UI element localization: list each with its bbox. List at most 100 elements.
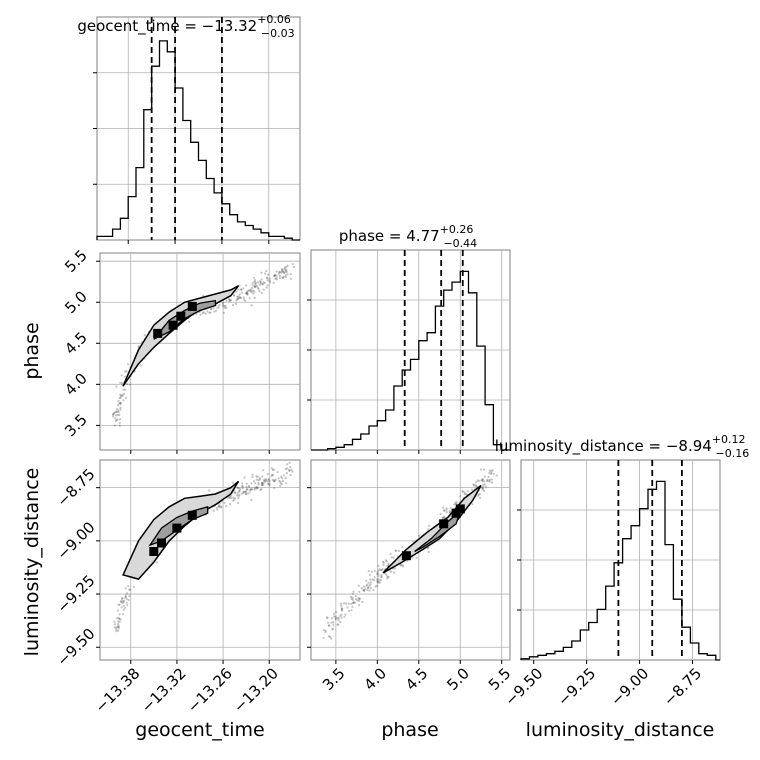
sample-point bbox=[376, 580, 379, 583]
sample-point bbox=[128, 383, 132, 386]
sample-point bbox=[291, 263, 294, 266]
sample-point bbox=[363, 589, 366, 593]
sample-point bbox=[270, 467, 273, 470]
sample-point bbox=[250, 498, 253, 502]
sample-point bbox=[322, 636, 325, 639]
sample-point bbox=[445, 508, 448, 511]
grid bbox=[521, 460, 720, 660]
sample-point bbox=[358, 597, 361, 600]
grid bbox=[96, 253, 300, 454]
sample-point bbox=[482, 468, 485, 471]
sample-point bbox=[354, 598, 357, 601]
sample-point bbox=[281, 268, 284, 272]
x-tick-label: 4.5 bbox=[402, 664, 432, 694]
sample-point bbox=[137, 345, 140, 348]
sample-point bbox=[124, 396, 127, 400]
sample-point bbox=[331, 627, 334, 630]
sample-point bbox=[470, 488, 474, 491]
sample-point bbox=[477, 493, 480, 496]
sample-point bbox=[268, 480, 271, 483]
sample-point bbox=[212, 509, 215, 512]
sample-point bbox=[215, 506, 219, 509]
sample-point bbox=[230, 497, 233, 500]
sample-point bbox=[352, 601, 355, 605]
sample-point bbox=[352, 601, 355, 604]
sample-point bbox=[375, 572, 379, 575]
sample-point bbox=[492, 472, 495, 475]
sample-point bbox=[126, 604, 129, 607]
sample-point bbox=[490, 471, 493, 474]
sample-point bbox=[251, 286, 254, 289]
sample-point bbox=[268, 483, 271, 486]
sample-point bbox=[281, 270, 284, 273]
sample-point bbox=[459, 495, 462, 498]
sample-point bbox=[384, 559, 388, 562]
sample-point bbox=[237, 495, 240, 498]
sample-point bbox=[376, 584, 379, 588]
sample-point bbox=[266, 279, 269, 282]
sample-point bbox=[441, 516, 444, 519]
sample-point bbox=[272, 468, 275, 471]
sample-point bbox=[246, 488, 249, 491]
sample-point bbox=[337, 623, 340, 626]
sample-point bbox=[478, 479, 481, 482]
sample-point bbox=[123, 370, 127, 373]
sample-point bbox=[328, 624, 331, 627]
sample-point bbox=[278, 479, 281, 483]
sample-point bbox=[356, 599, 359, 602]
sample-point bbox=[373, 576, 376, 579]
panel-luminosity_distance-hist: −9.50 −9.25 −9.00 −8.75 bbox=[501, 459, 721, 710]
sample-point bbox=[221, 304, 224, 307]
sample-point bbox=[271, 468, 274, 471]
sample-point bbox=[204, 312, 207, 315]
sample-point bbox=[280, 271, 283, 274]
sample-point bbox=[118, 402, 121, 405]
sample-point bbox=[246, 292, 249, 296]
sample-point bbox=[228, 496, 231, 499]
sample-point bbox=[256, 281, 259, 284]
sample-point bbox=[461, 490, 465, 493]
sample-point bbox=[288, 469, 291, 472]
sample-point bbox=[340, 613, 343, 616]
sample-point bbox=[120, 606, 123, 609]
density-peak bbox=[401, 551, 411, 561]
sample-point bbox=[353, 601, 357, 604]
sample-point bbox=[115, 626, 118, 629]
sample-point bbox=[256, 286, 259, 289]
sample-point bbox=[332, 612, 336, 615]
sample-point bbox=[238, 293, 241, 296]
sample-point bbox=[474, 483, 477, 487]
x-axis-label-luminosity_distance: luminosity_distance bbox=[526, 719, 715, 741]
sample-point bbox=[385, 573, 388, 576]
sample-point bbox=[275, 278, 278, 281]
sample-point bbox=[332, 623, 335, 626]
sample-point bbox=[114, 411, 117, 414]
sample-point bbox=[337, 616, 340, 620]
sample-point bbox=[333, 615, 336, 618]
title-luminosity_distance: luminosity_distance = −8.94+0.12 −0.16 bbox=[495, 433, 749, 460]
sample-point bbox=[346, 606, 349, 609]
sample-point bbox=[289, 474, 292, 477]
sample-point bbox=[231, 481, 234, 484]
sample-point bbox=[252, 281, 255, 284]
sample-point bbox=[238, 284, 241, 287]
sample-point bbox=[246, 292, 249, 295]
sample-point bbox=[240, 288, 243, 291]
sample-point bbox=[284, 270, 287, 273]
sample-point bbox=[257, 479, 260, 482]
y-axis-label-luminosity_distance: luminosity_distance bbox=[21, 468, 43, 657]
sample-point bbox=[253, 284, 256, 287]
sample-point bbox=[260, 292, 263, 295]
sample-point bbox=[340, 607, 344, 610]
panel-phase-hist bbox=[307, 249, 511, 454]
quantile-lines bbox=[150, 17, 223, 240]
sample-point bbox=[281, 276, 284, 279]
sample-point bbox=[481, 487, 484, 490]
sample-point bbox=[262, 482, 265, 485]
sample-point bbox=[281, 270, 284, 274]
sample-point bbox=[335, 610, 338, 614]
sample-point bbox=[237, 486, 240, 489]
sample-point bbox=[270, 475, 273, 478]
sample-point bbox=[118, 613, 121, 616]
sample-point bbox=[483, 480, 486, 483]
